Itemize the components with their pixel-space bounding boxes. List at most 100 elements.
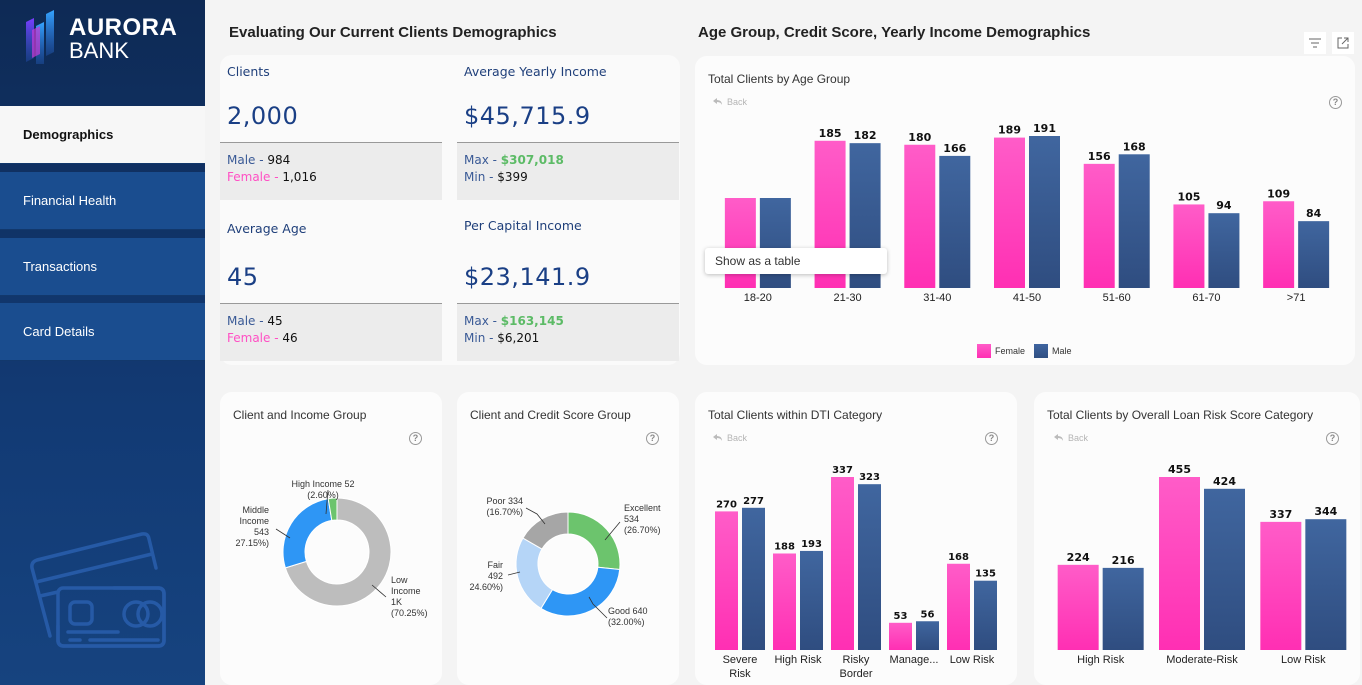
bar-male-0[interactable]	[742, 507, 765, 650]
help-icon[interactable]: ?	[1326, 432, 1339, 445]
data-label: 166	[943, 142, 966, 155]
bar-male-0[interactable]	[1102, 567, 1144, 650]
bar-male-3[interactable]	[1029, 136, 1060, 288]
brand-subname: BANK	[69, 38, 129, 63]
help-icon[interactable]: ?	[985, 432, 998, 445]
bar-female-3[interactable]	[889, 622, 912, 650]
bar-male-2[interactable]	[1305, 519, 1347, 650]
bar-male-4[interactable]	[1118, 154, 1150, 288]
x-tick-label: Risky	[843, 654, 870, 666]
bar-female-0[interactable]	[715, 511, 738, 650]
slice-low-income[interactable]	[284, 497, 392, 607]
sidebar-item-transactions[interactable]: Transactions	[0, 238, 205, 296]
data-label: 189	[998, 124, 1021, 137]
back-button[interactable]: Back	[713, 433, 747, 443]
data-label: 224	[1067, 551, 1090, 564]
x-tick-label: 18-20	[744, 292, 772, 304]
bar-male-6[interactable]	[1298, 221, 1330, 288]
kpi-breakdown: Male - 45 Female - 46	[220, 303, 442, 361]
min-label: Min -	[464, 331, 498, 345]
brand-name: AURORA	[69, 14, 178, 41]
bar-female-2[interactable]	[831, 477, 854, 650]
back-label: Back	[727, 97, 748, 107]
x-tick-label: Moderate-Risk	[1166, 654, 1238, 666]
bar-female-0[interactable]	[1057, 564, 1099, 650]
slice-fair[interactable]	[515, 537, 554, 610]
back-button[interactable]: Back	[713, 97, 747, 107]
sidebar-item-financial-health[interactable]: Financial Health	[0, 172, 205, 230]
leader-line	[325, 489, 329, 515]
bar-female-3[interactable]	[994, 137, 1025, 288]
leader-line	[371, 584, 387, 598]
x-tick-label: 21-30	[834, 292, 862, 304]
data-label: 344	[1314, 505, 1337, 518]
legend-label: Male	[1052, 346, 1072, 356]
kpi-value: 2,000	[227, 102, 299, 130]
back-arrow-icon	[713, 98, 722, 105]
x-tick-label: Low Risk	[950, 654, 995, 666]
bar-male-4[interactable]	[974, 580, 997, 650]
back-button[interactable]: Back	[1054, 433, 1088, 443]
data-label: 180	[908, 131, 931, 144]
data-label: 56	[921, 609, 935, 620]
female-label: Female -	[227, 331, 283, 345]
leader-line	[588, 596, 608, 619]
x-tick-label: 51-60	[1103, 292, 1131, 304]
show-as-table-tooltip[interactable]: Show as a table	[705, 248, 887, 274]
slice-poor[interactable]	[522, 511, 569, 550]
bar-female-1[interactable]	[1159, 477, 1200, 650]
back-label: Back	[1068, 433, 1089, 443]
min-value: $399	[497, 170, 528, 184]
slice-middle-income[interactable]	[282, 498, 333, 569]
data-label: 277	[743, 496, 764, 507]
sidebar-item-label: Transactions	[23, 259, 97, 274]
bar-male-0[interactable]	[759, 198, 791, 288]
min-value: $6,201	[497, 331, 540, 345]
filter-button[interactable]	[1304, 32, 1326, 54]
bar-female-2[interactable]	[1260, 521, 1302, 650]
age-group-bar-chart: 18-20 185 182 21-30 180 166 31-40 189 191 41-50 15…	[724, 122, 1330, 304]
x-tick-label: 31-40	[923, 292, 951, 304]
legend-item-female[interactable]: Female	[977, 344, 1025, 358]
slice-label: Low Income 1K (70.25%)	[391, 575, 428, 618]
sidebar-item-card-details[interactable]: Card Details	[0, 303, 205, 361]
bar-male-1[interactable]	[800, 550, 823, 650]
help-icon[interactable]: ?	[646, 432, 659, 445]
female-value: 1,016	[282, 170, 317, 184]
slice-excellent[interactable]	[567, 511, 621, 571]
bar-male-2[interactable]	[939, 155, 971, 288]
max-label: Max -	[464, 153, 501, 167]
bar-female-1[interactable]	[773, 553, 796, 650]
kpi-average-age: Average Age 45 Male - 45 Female - 46	[220, 207, 442, 363]
bar-female-4[interactable]	[1083, 163, 1115, 288]
data-label: 182	[854, 129, 877, 142]
slice-high-income[interactable]	[327, 497, 338, 522]
bar-male-5[interactable]	[1208, 213, 1240, 288]
sidebar-item-label: Card Details	[23, 324, 95, 339]
chart-title: Total Clients within DTI Category	[708, 408, 883, 422]
help-icon[interactable]: ?	[409, 432, 422, 445]
sidebar-item-demographics[interactable]: Demographics	[0, 106, 205, 164]
data-label: 53	[894, 611, 908, 622]
bar-male-1[interactable]	[1204, 488, 1245, 650]
focus-mode-button[interactable]	[1332, 32, 1354, 54]
legend-item-male[interactable]: Male	[1034, 344, 1072, 358]
kpi-label: Clients	[227, 64, 270, 79]
income-group-donut-chart: Low Income 1K (70.25%) Middle Income 543 27.15%…	[235, 479, 428, 618]
bar-female-2[interactable]	[904, 144, 936, 288]
data-label: 424	[1213, 475, 1236, 488]
data-label: 105	[1177, 190, 1200, 203]
bar-male-3[interactable]	[916, 621, 939, 650]
data-label: 216	[1112, 554, 1135, 567]
dti-category-chart-panel: Total Clients within DTI Category Back ?…	[695, 392, 1017, 685]
bar-male-2[interactable]	[858, 484, 881, 650]
max-value: $163,145	[500, 314, 564, 328]
min-label: Min -	[464, 170, 498, 184]
slice-label: Good 640 (32.00%)	[608, 606, 648, 627]
bar-female-5[interactable]	[1173, 204, 1205, 288]
chart-title: Total Clients by Overall Loan Risk Score…	[1047, 408, 1314, 422]
help-icon[interactable]: ?	[1329, 96, 1342, 109]
bar-female-6[interactable]	[1263, 201, 1295, 288]
bar-female-4[interactable]	[947, 563, 970, 650]
bar-female-0[interactable]	[724, 198, 756, 288]
